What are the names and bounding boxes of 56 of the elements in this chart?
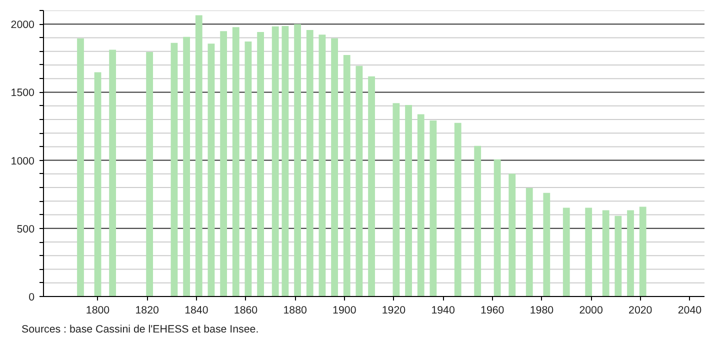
bar [585, 208, 592, 296]
bar [244, 42, 252, 296]
bar [208, 44, 215, 296]
y-tick-label: 1500 [10, 87, 35, 100]
bar [614, 216, 622, 296]
bar [282, 26, 289, 296]
x-tick-label: 2020 [628, 304, 652, 316]
bar [272, 26, 279, 296]
x-tick-label: 1940 [431, 304, 455, 316]
bar [306, 30, 314, 296]
y-tick-label: 2000 [10, 19, 35, 32]
bar [257, 32, 264, 296]
bar [474, 146, 482, 296]
x-tick-label: 1800 [86, 304, 110, 316]
x-tick-label: 1820 [135, 304, 160, 316]
bar [318, 34, 326, 296]
x-tick-label: 1860 [234, 304, 258, 316]
bar [417, 114, 424, 296]
bar [454, 122, 462, 296]
bar [183, 36, 190, 296]
bar [392, 103, 400, 296]
bar [494, 159, 501, 296]
bar [368, 76, 375, 296]
bar [405, 105, 412, 296]
x-tick-label: 1900 [332, 304, 356, 316]
bar [220, 31, 227, 296]
x-tick-label: 1960 [480, 304, 504, 316]
y-tick-label: 0 [28, 292, 35, 304]
bar [639, 206, 646, 296]
x-tick-label: 2000 [579, 304, 603, 316]
bar [170, 42, 178, 296]
bar [294, 24, 301, 296]
bar [343, 55, 350, 296]
bar [543, 192, 550, 296]
bar [627, 210, 634, 296]
bar [562, 208, 570, 296]
y-tick-label: 1000 [10, 155, 35, 168]
bar [232, 27, 240, 296]
bar [77, 38, 84, 296]
x-tick-label: 2040 [678, 304, 702, 316]
bar [94, 72, 102, 296]
bar [526, 188, 533, 296]
bar [508, 174, 516, 296]
bar [430, 120, 437, 296]
bar [195, 15, 202, 296]
bar [146, 52, 154, 296]
x-tick-label: 1920 [382, 304, 406, 316]
bar [356, 66, 363, 296]
x-tick-label: 1840 [184, 304, 208, 316]
y-tick-label: 500 [16, 223, 35, 236]
bar [602, 210, 610, 296]
bar [331, 38, 338, 296]
x-tick-label: 1880 [283, 304, 307, 316]
x-tick-label: 1980 [530, 304, 554, 316]
source-note: Sources : base Cassini de l'EHESS et base Insee. [22, 324, 259, 336]
bar [109, 50, 116, 296]
